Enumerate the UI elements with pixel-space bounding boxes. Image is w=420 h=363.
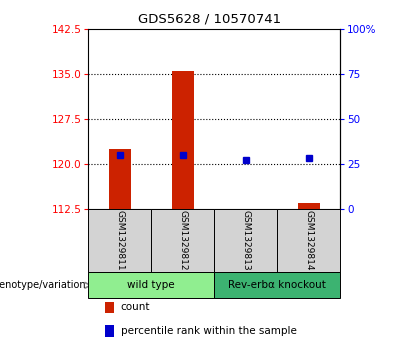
Text: count: count (121, 302, 150, 313)
Text: GSM1329813: GSM1329813 (241, 210, 250, 271)
Text: GSM1329811: GSM1329811 (115, 210, 124, 271)
Bar (109, 149, 131, 209)
Text: percentile rank within the sample: percentile rank within the sample (121, 326, 297, 336)
Bar (298, 203, 320, 209)
Text: genotype/variation: genotype/variation (0, 280, 86, 290)
Text: GSM1329814: GSM1329814 (304, 210, 313, 271)
Bar (172, 71, 194, 209)
Bar (235, 209, 257, 210)
Text: Rev-erbα knockout: Rev-erbα knockout (228, 280, 326, 290)
Text: wild type: wild type (127, 280, 175, 290)
Text: GDS5628 / 10570741: GDS5628 / 10570741 (139, 13, 281, 26)
Text: GSM1329812: GSM1329812 (178, 210, 187, 271)
